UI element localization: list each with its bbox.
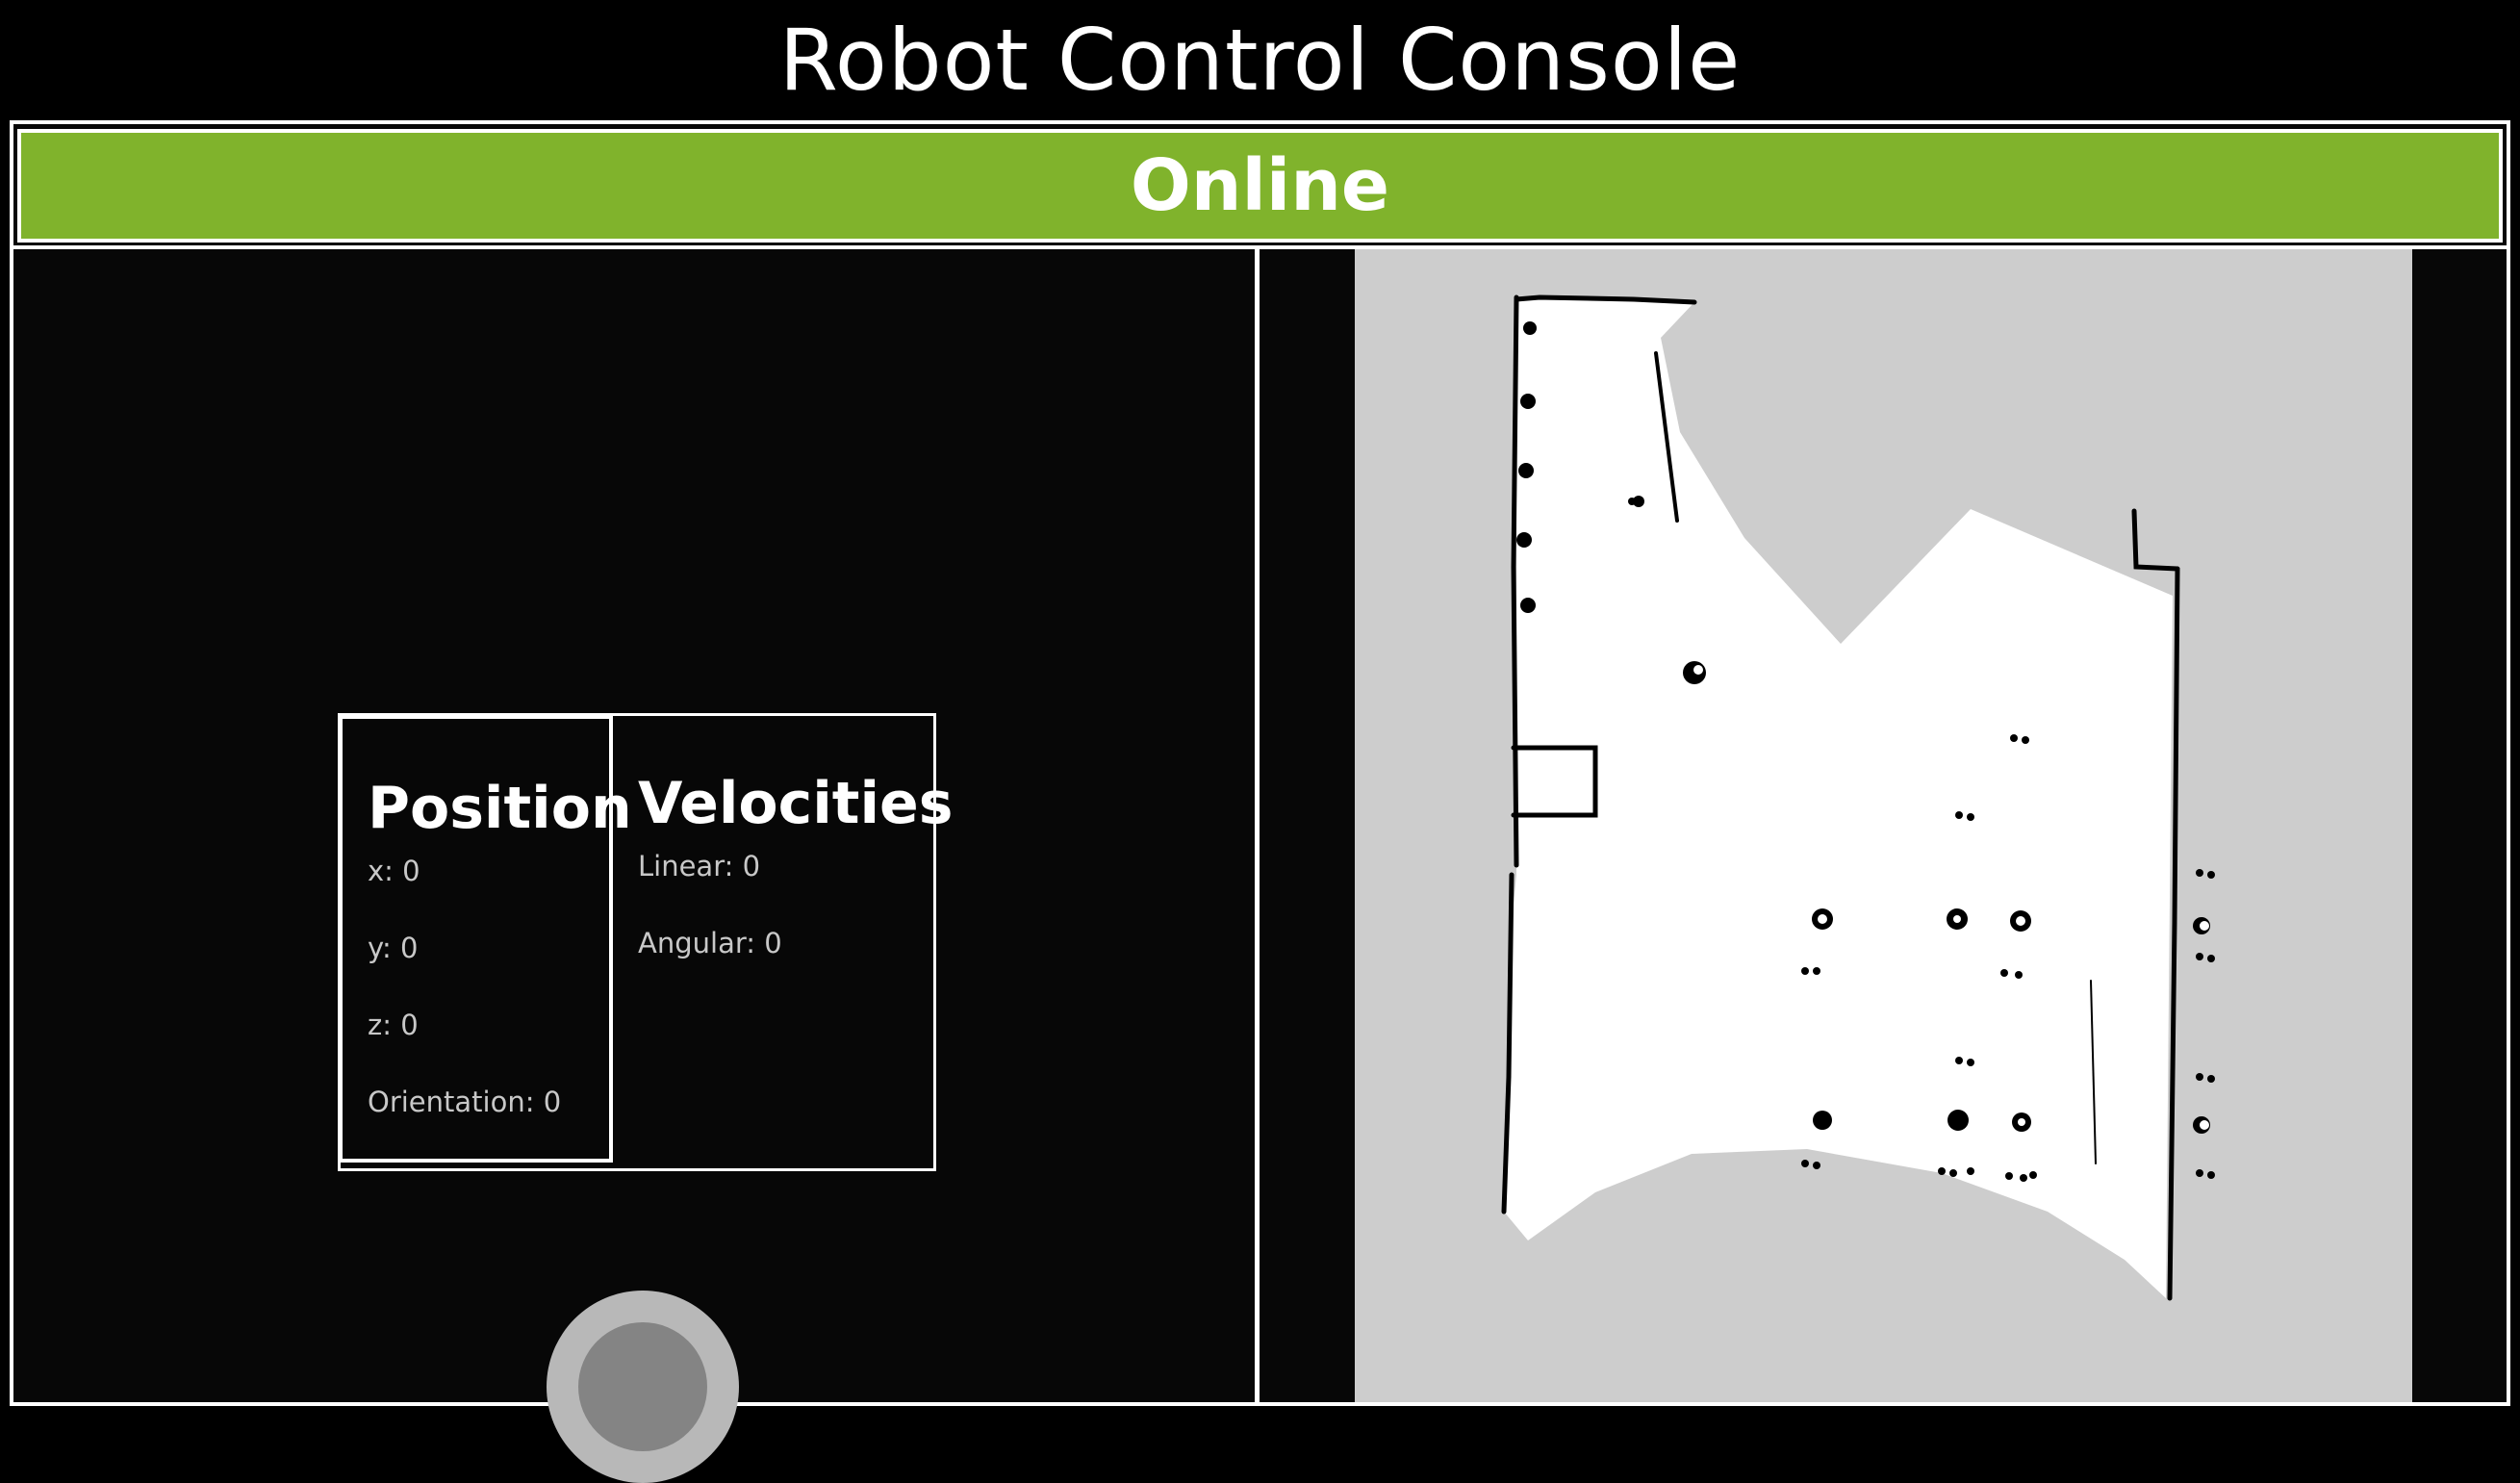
map-obstacle-rings	[1693, 665, 2209, 1130]
angular-velocity-readout: Angular: 0	[638, 927, 782, 959]
linear-velocity-readout: Linear: 0	[638, 850, 761, 882]
panel-divider	[1255, 249, 1260, 1402]
velocities-heading: Velocities	[638, 770, 954, 837]
orientation-readout: Orientation: 0	[368, 1086, 562, 1118]
status-divider	[13, 245, 2507, 249]
map-panel	[1260, 249, 2507, 1402]
joystick-base[interactable]	[547, 1291, 739, 1483]
position-card: Position x: 0 y: 0 z: 0 Orientation: 0	[339, 714, 632, 1163]
velocities-card: Velocities Linear: 0 Angular: 0	[613, 716, 953, 1168]
joystick-knob[interactable]	[578, 1322, 707, 1451]
position-y-readout: y: 0	[368, 932, 419, 964]
position-x-readout: x: 0	[368, 855, 420, 887]
robot-state-box: Position x: 0 y: 0 z: 0 Orientation: 0 V…	[338, 713, 953, 1171]
page-title: Robot Control Console	[778, 11, 1742, 110]
connection-status-label: Online	[1130, 144, 1390, 227]
connection-status-bar: Online	[17, 129, 2503, 243]
telemetry-panel: Position x: 0 y: 0 z: 0 Orientation: 0 V…	[13, 249, 1255, 1483]
occupancy-map[interactable]	[1355, 249, 2412, 1402]
position-heading: Position	[368, 775, 632, 842]
position-z-readout: z: 0	[368, 1009, 419, 1041]
map-obstacles	[1501, 294, 2180, 1301]
console-frame: Online Position x: 0 y: 0 z: 0 Orientati…	[10, 120, 2510, 1483]
map-free-space	[1504, 297, 2173, 1298]
